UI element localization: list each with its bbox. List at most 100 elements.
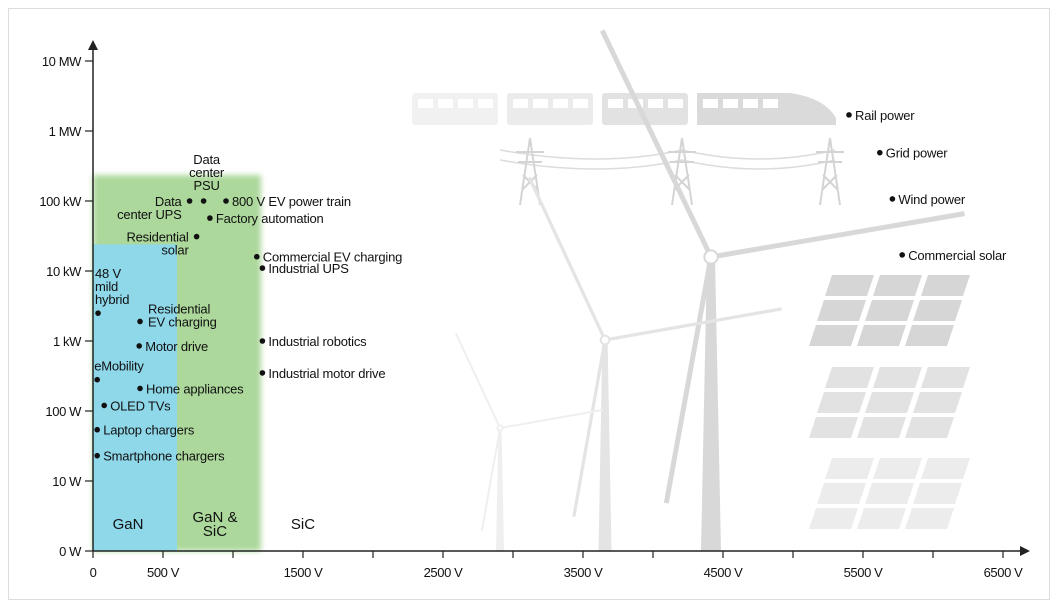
- data-point-marker: [137, 318, 143, 325]
- solar-panel-icon: [809, 508, 858, 529]
- wind-turbine-blade-icon: [454, 332, 501, 429]
- x-tick-label: 1500 V: [284, 565, 324, 580]
- data-point-label: Smartphone chargers: [103, 449, 225, 464]
- train-window-icon: [703, 99, 718, 108]
- wind-turbine-tower-icon: [496, 428, 504, 551]
- wind-turbine-hub-icon: [703, 249, 719, 265]
- data-point-label: mild: [95, 279, 118, 294]
- data-point-marker: [259, 370, 266, 376]
- data-point-label: Motor drive: [145, 339, 208, 354]
- solar-panel-icon: [921, 367, 970, 388]
- data-point: Rail power: [846, 108, 915, 123]
- data-point-label: OLED TVs: [110, 398, 171, 413]
- data-point-label: Factory automation: [216, 211, 324, 226]
- train-window-icon: [478, 99, 493, 108]
- data-point-marker: [136, 343, 142, 349]
- train-locomotive-icon: [697, 93, 836, 125]
- y-tick-label: 10 W: [52, 474, 82, 489]
- x-tick-label: 0: [90, 565, 97, 580]
- solar-panel-icon: [921, 458, 970, 479]
- train-window-icon: [553, 99, 568, 108]
- solar-panel-icon: [857, 417, 906, 438]
- data-point: Industrial UPS: [259, 261, 349, 276]
- data-point: Factory automation: [207, 211, 324, 226]
- solar-panel-icon: [825, 275, 874, 296]
- train-window-icon: [763, 99, 778, 108]
- train-window-icon: [608, 99, 623, 108]
- solar-panel-icon: [873, 458, 922, 479]
- solar-panel-icon: [809, 417, 858, 438]
- solar-panel-icon: [921, 275, 970, 296]
- wind-turbine-blade-icon: [710, 211, 965, 260]
- x-axis-arrow-icon: [1020, 546, 1030, 556]
- y-tick-label: 0 W: [59, 544, 82, 559]
- x-tick-label: 500 V: [147, 565, 180, 580]
- data-point-marker: [877, 149, 883, 156]
- data-point: Wind power: [889, 192, 966, 207]
- y-tick-label: 100 kW: [39, 194, 82, 209]
- data-point: eMobility: [94, 359, 145, 383]
- chart-frame: [8, 8, 1050, 600]
- y-tick-label: 100 W: [45, 404, 82, 419]
- axes: 0 500 V 1500 V 2500 V 3500 V 4500 V 5500 V 6500…: [39, 40, 1030, 580]
- data-point-label: eMobility: [94, 359, 144, 374]
- pylon-icon: [516, 137, 544, 206]
- data-point-marker: [94, 452, 100, 459]
- data-point-marker: [889, 196, 896, 202]
- data-point-label: Home appliances: [146, 381, 244, 396]
- background-illustration: [412, 29, 970, 551]
- data-point-label: Commercial solar: [908, 248, 1007, 263]
- solar-panel-icon: [873, 367, 922, 388]
- train-car-icon: [602, 93, 688, 125]
- data-point-marker: [223, 198, 229, 204]
- train-car-icon: [507, 93, 593, 125]
- solar-panel-icon: [825, 458, 874, 479]
- wind-turbine-blade-icon: [480, 427, 501, 532]
- solar-panel-icon: [865, 392, 914, 413]
- region-label: SiC: [291, 516, 315, 533]
- y-tick-label: 10 kW: [46, 264, 82, 279]
- x-tick-label: 6500 V: [984, 565, 1024, 580]
- wind-turbine-blade-icon: [527, 176, 607, 341]
- data-point-label: Data: [193, 152, 221, 167]
- solar-panel-icon: [905, 508, 954, 529]
- data-point-label: center: [189, 165, 225, 180]
- power-line-icon: [499, 159, 836, 170]
- data-point-label: Residential: [126, 230, 188, 245]
- data-point-label: Industrial motor drive: [268, 366, 385, 381]
- data-point: Motor drive: [136, 339, 208, 354]
- region-gan: [93, 244, 177, 552]
- solar-panel-icon: [905, 417, 954, 438]
- train-car-icon: [412, 93, 498, 125]
- wind-turbine-hub-icon: [599, 334, 611, 346]
- data-point-label: Rail power: [855, 108, 915, 123]
- solar-panel-icon: [817, 392, 866, 413]
- data-point: 800 V EV power train: [223, 194, 351, 209]
- y-tick-label: 1 kW: [53, 334, 82, 349]
- x-tick-label: 5500 V: [844, 565, 884, 580]
- wind-turbine-tower-icon: [701, 257, 721, 551]
- region-label: SiC: [203, 523, 227, 540]
- y-tick-label: 1 MW: [49, 124, 82, 139]
- data-point-label: Commercial EV charging: [263, 250, 402, 265]
- y-tick-label: 10 MW: [42, 54, 82, 69]
- solar-panel-icon: [825, 367, 874, 388]
- region-label: GaN &: [192, 509, 237, 526]
- x-tick-label: 3500 V: [564, 565, 604, 580]
- data-point: Industrial robotics: [259, 334, 367, 349]
- wind-turbine-hub-icon: [496, 424, 504, 432]
- data-point-marker: [200, 198, 207, 204]
- data-point: Industrial motor drive: [259, 366, 386, 381]
- wind-turbine-blade-icon: [572, 339, 607, 517]
- train-window-icon: [573, 99, 588, 108]
- data-point-marker: [846, 112, 852, 118]
- data-point-marker: [137, 385, 143, 392]
- wind-turbine-tower-icon: [598, 340, 612, 551]
- train-window-icon: [418, 99, 433, 108]
- train-window-icon: [458, 99, 473, 108]
- data-point-label: Grid power: [886, 146, 948, 161]
